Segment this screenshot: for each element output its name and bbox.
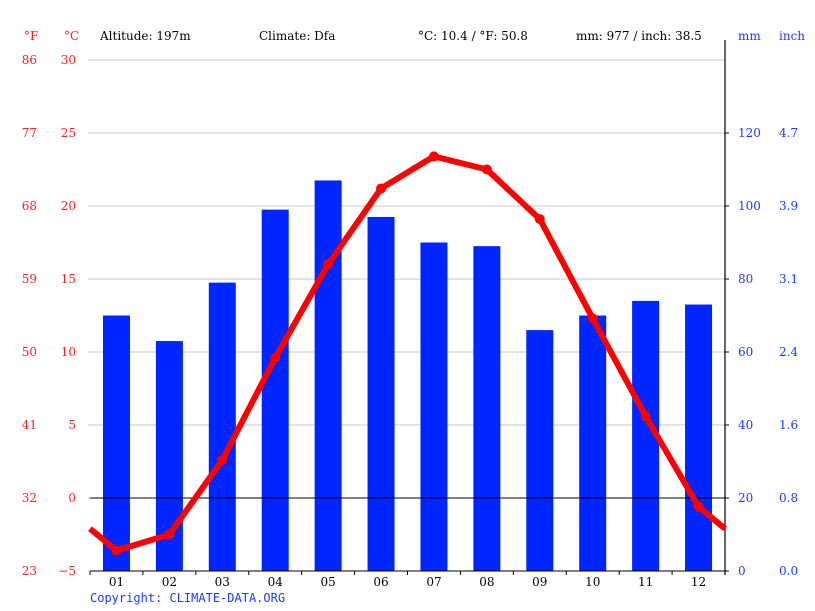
inch-tick-label: 0.8 [779, 491, 798, 505]
precip-bar [367, 216, 395, 571]
mm-tick-label: 0 [738, 564, 746, 578]
mm-unit-label: mm [738, 29, 761, 43]
month-label: 06 [373, 575, 388, 589]
fahrenheit-tick-label: 50 [22, 345, 37, 359]
temp-polyline [88, 153, 727, 554]
celsius-tick-label: 30 [61, 53, 76, 67]
precip-bar [579, 315, 607, 571]
fahrenheit-unit-label: °F [24, 29, 38, 43]
fahrenheit-tick-label: 59 [22, 272, 37, 286]
precip-bar [261, 209, 289, 571]
temp-point [481, 164, 492, 175]
precip-bar [314, 180, 342, 571]
inch-tick-label: 0.0 [779, 564, 798, 578]
avg-precip-label: mm: 977 / inch: 38.5 [576, 29, 702, 43]
precipitation-bars [102, 180, 713, 571]
celsius-tick-label: 25 [61, 126, 76, 140]
fahrenheit-tick-label: 23 [22, 564, 37, 578]
gridlines [90, 59, 725, 426]
celsius-tick-label: 5 [68, 418, 76, 432]
mm-tick-label: 120 [738, 126, 761, 140]
month-label: 02 [162, 575, 177, 589]
month-label: 05 [320, 575, 335, 589]
fahrenheit-tick-label: 41 [22, 418, 37, 432]
fahrenheit-tick-label: 32 [22, 491, 37, 505]
month-label: 10 [585, 575, 600, 589]
temp-point [587, 313, 598, 324]
temp-point [217, 455, 228, 466]
fahrenheit-tick-label: 68 [22, 199, 37, 213]
celsius-tick-label: −5 [58, 564, 76, 578]
month-label: 09 [532, 575, 547, 589]
precip-bar [420, 242, 448, 571]
month-label: 01 [109, 575, 124, 589]
precip-bar [208, 282, 236, 571]
precip-bar [102, 315, 130, 571]
temp-point [640, 411, 651, 422]
temp-point [270, 352, 281, 363]
altitude-label: Altitude: 197m [99, 29, 191, 43]
month-label: 07 [426, 575, 441, 589]
celsius-tick-label: 0 [68, 491, 76, 505]
temp-point [428, 151, 439, 162]
temp-point [164, 529, 175, 540]
month-label: 04 [268, 575, 284, 589]
month-label: 08 [479, 575, 494, 589]
temp-point [534, 214, 545, 225]
copyright-link[interactable]: Copyright: CLIMATE-DATA.ORG [90, 591, 286, 605]
inch-tick-label: 4.7 [779, 126, 798, 140]
month-label: 03 [215, 575, 230, 589]
temp-point [111, 545, 122, 556]
celsius-tick-label: 20 [61, 199, 76, 213]
climate-label: Climate: Dfa [259, 29, 335, 43]
temp-point [693, 501, 704, 512]
inch-tick-label: 2.4 [779, 345, 798, 359]
inch-tick-label: 3.9 [779, 199, 798, 213]
fahrenheit-tick-label: 86 [22, 53, 37, 67]
precip-bar [526, 330, 554, 571]
mm-tick-label: 40 [738, 418, 753, 432]
precip-bar [473, 246, 501, 571]
inch-unit-label: inch [779, 29, 805, 43]
mm-tick-label: 20 [738, 491, 753, 505]
month-label: 11 [638, 575, 653, 589]
inch-tick-label: 3.1 [779, 272, 798, 286]
fahrenheit-tick-label: 77 [22, 126, 37, 140]
mm-tick-label: 100 [738, 199, 761, 213]
mm-tick-label: 60 [738, 345, 753, 359]
celsius-unit-label: °C [64, 29, 79, 43]
precip-bar [685, 304, 713, 571]
celsius-tick-label: 10 [61, 345, 76, 359]
temp-point [376, 183, 387, 194]
temperature-line [88, 151, 727, 556]
celsius-tick-label: 15 [61, 272, 76, 286]
mm-tick-label: 80 [738, 272, 753, 286]
month-label: 12 [691, 575, 706, 589]
avg-temp-label: °C: 10.4 / °F: 50.8 [418, 29, 528, 43]
temp-point [323, 259, 334, 270]
inch-tick-label: 1.6 [779, 418, 798, 432]
